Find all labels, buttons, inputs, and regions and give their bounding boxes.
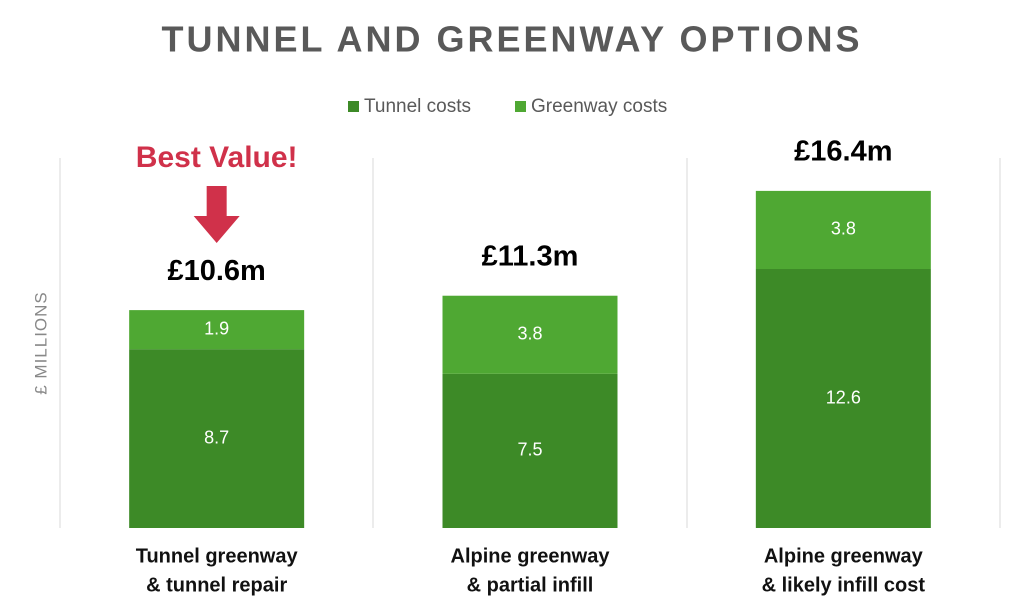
value-label: 3.8 xyxy=(517,324,542,344)
bar-segment xyxy=(755,269,931,528)
value-label: 7.5 xyxy=(517,440,542,460)
x-tick-label: Tunnel greenway xyxy=(136,545,299,567)
x-tick-label: & partial infill xyxy=(467,574,594,596)
x-tick-label: Alpine greenway xyxy=(451,545,611,567)
y-axis-label: £ MILLIONS xyxy=(31,291,50,395)
legend-swatch xyxy=(515,101,526,112)
x-tick-label: & likely infill cost xyxy=(762,574,926,596)
bar-segment xyxy=(442,373,618,528)
x-tick-label: & tunnel repair xyxy=(146,574,287,596)
legend-label: Tunnel costs xyxy=(364,96,471,117)
bar-segment xyxy=(129,349,305,528)
value-label: 8.7 xyxy=(204,427,229,447)
bar-segment xyxy=(442,295,618,374)
annotation-arrow xyxy=(193,186,240,243)
total-label: £11.3m xyxy=(482,240,579,272)
value-label: 1.9 xyxy=(204,318,229,338)
value-label: 12.6 xyxy=(826,387,861,407)
chart-title: TUNNEL AND GREENWAY OPTIONS xyxy=(161,19,862,60)
total-label: £10.6m xyxy=(167,255,265,287)
total-label: £16.4m xyxy=(794,136,892,168)
bar-segment xyxy=(129,310,305,350)
value-label: 3.8 xyxy=(831,219,856,239)
legend-label: Greenway costs xyxy=(531,96,667,117)
legend-swatch xyxy=(348,101,359,112)
x-tick-label: Alpine greenway xyxy=(764,545,924,567)
bar-segment xyxy=(755,190,931,269)
annotation: Best Value! xyxy=(136,141,298,174)
